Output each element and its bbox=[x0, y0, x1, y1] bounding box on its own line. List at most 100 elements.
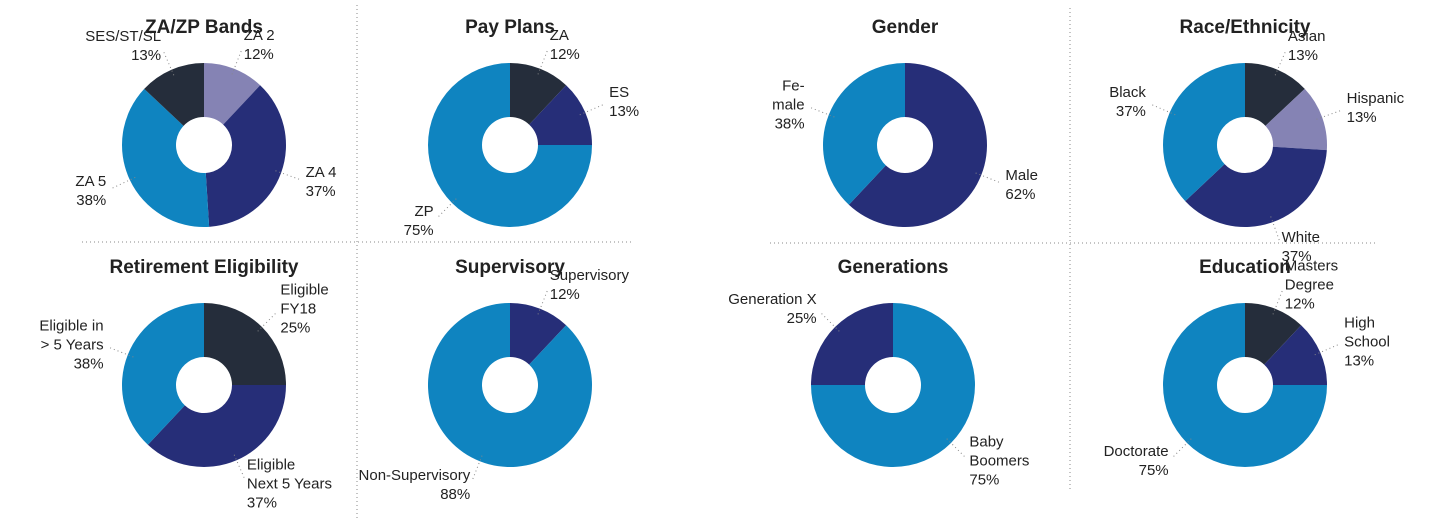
leader-line bbox=[1316, 109, 1344, 120]
slice-value: 12% bbox=[243, 45, 274, 63]
donut-slice bbox=[1185, 146, 1327, 227]
donut-slice bbox=[510, 303, 567, 365]
leader-line bbox=[537, 288, 549, 315]
slice-value: 25% bbox=[786, 309, 817, 327]
slice-label: ZA 12% bbox=[550, 26, 580, 64]
leader-line bbox=[1171, 438, 1192, 459]
donut-slice bbox=[510, 63, 567, 125]
slice-label: Doctorate 75% bbox=[1104, 442, 1169, 480]
leader-line bbox=[257, 311, 278, 332]
leader-line bbox=[808, 106, 835, 118]
slice-value: 37% bbox=[1115, 103, 1146, 121]
slice-label: ES 13% bbox=[609, 83, 639, 121]
slice-value: 12% bbox=[1284, 295, 1315, 313]
slice-label: ZP 75% bbox=[404, 202, 434, 240]
slice-label: Eligible FY18 25% bbox=[280, 280, 328, 337]
slice-label: Eligible Next 5 Years 37% bbox=[247, 456, 332, 513]
leader-line bbox=[275, 170, 303, 181]
leader-line bbox=[233, 454, 246, 481]
slice-name: Hispanic bbox=[1346, 90, 1405, 108]
slice-label: Generation X 25% bbox=[728, 290, 816, 328]
leader-line bbox=[436, 198, 457, 219]
slice-name: Doctorate bbox=[1103, 443, 1169, 461]
leader-line bbox=[537, 48, 549, 75]
slice-name: Baby Boomers bbox=[969, 433, 1030, 470]
slice-name: Eligible in > 5 Years bbox=[39, 317, 104, 354]
slice-name: Fe- male bbox=[772, 77, 805, 114]
slice-name: ZA 4 bbox=[305, 163, 337, 181]
slice-label: Fe- male 38% bbox=[772, 77, 805, 134]
donut-slice bbox=[144, 63, 204, 126]
slice-value: 13% bbox=[1346, 109, 1377, 127]
slice-label: Black 37% bbox=[1109, 83, 1146, 121]
leader-line bbox=[1272, 288, 1284, 315]
donut-slice bbox=[205, 85, 286, 227]
chart-title: Race/Ethnicity bbox=[1179, 17, 1311, 38]
donut-slice bbox=[428, 63, 592, 227]
slice-label: Masters Degree 12% bbox=[1285, 256, 1338, 313]
leader-line bbox=[109, 176, 136, 190]
donut-slice bbox=[848, 63, 987, 228]
slice-label: ZA 2 12% bbox=[244, 26, 275, 64]
donut-slice bbox=[122, 303, 204, 445]
slice-label: Baby Boomers 75% bbox=[969, 433, 1029, 490]
donut-slice bbox=[428, 303, 593, 467]
dividers bbox=[82, 5, 1375, 518]
slice-name: ZA 2 bbox=[243, 26, 275, 44]
slice-name: Male bbox=[1005, 166, 1038, 184]
slice-name: SES/ST/SL bbox=[85, 27, 162, 45]
slice-name: ZA 5 bbox=[75, 172, 107, 190]
slice-label: White 37% bbox=[1282, 228, 1320, 266]
donut-slice bbox=[1163, 63, 1245, 202]
donut-slice bbox=[204, 63, 261, 125]
chart-title: Retirement Eligibility bbox=[109, 257, 299, 278]
slice-value: 38% bbox=[76, 191, 107, 209]
leader-line bbox=[975, 172, 1002, 184]
donut-slice bbox=[529, 85, 592, 145]
slice-name: White bbox=[1281, 228, 1320, 246]
donut-slice bbox=[1265, 88, 1327, 151]
slice-name: Asian bbox=[1287, 27, 1326, 45]
slice-name: High School bbox=[1344, 314, 1390, 351]
donut-slice bbox=[1264, 325, 1327, 385]
leader-line bbox=[579, 103, 606, 116]
chart-title: Gender bbox=[871, 17, 939, 38]
chart-title: Generations bbox=[837, 257, 949, 278]
donut-slice bbox=[822, 63, 905, 205]
donut-slice bbox=[204, 303, 286, 385]
leader-line bbox=[471, 455, 483, 482]
slice-label: SES/ST/SL 13% bbox=[85, 27, 161, 65]
slice-label: High School 13% bbox=[1344, 314, 1390, 371]
leader-line bbox=[162, 49, 175, 76]
donut-slice bbox=[811, 303, 893, 385]
leader-line bbox=[1149, 103, 1176, 116]
slice-value: 13% bbox=[609, 103, 640, 121]
donut-slice bbox=[1245, 303, 1302, 365]
slice-label: Supervisory 12% bbox=[550, 266, 629, 304]
slice-name: Eligible FY18 bbox=[280, 281, 329, 318]
slice-value: 38% bbox=[73, 355, 104, 373]
slice-label: ZA 5 38% bbox=[75, 172, 106, 210]
slice-name: Masters Degree bbox=[1284, 257, 1339, 294]
slice-value: 12% bbox=[549, 45, 580, 63]
slice-value: 75% bbox=[403, 222, 434, 240]
slice-name: ZP bbox=[414, 203, 434, 221]
slice-label: ZA 4 37% bbox=[306, 163, 337, 201]
slice-value: 13% bbox=[131, 46, 162, 64]
leader-line bbox=[1314, 343, 1341, 356]
slice-label: Asian 13% bbox=[1288, 27, 1326, 65]
leader-line bbox=[819, 311, 840, 332]
leader-line bbox=[946, 438, 967, 459]
slice-value: 37% bbox=[1281, 247, 1312, 265]
slice-value: 37% bbox=[246, 494, 277, 512]
slice-value: 38% bbox=[774, 115, 805, 133]
leader-line bbox=[107, 346, 134, 358]
slice-value: 62% bbox=[1005, 185, 1036, 203]
slice-value: 13% bbox=[1344, 352, 1375, 370]
slice-name: ZA bbox=[549, 26, 569, 44]
slice-name: Supervisory bbox=[549, 266, 629, 284]
slice-label: Non-Supervisory 88% bbox=[359, 466, 471, 504]
leader-line bbox=[231, 48, 243, 75]
